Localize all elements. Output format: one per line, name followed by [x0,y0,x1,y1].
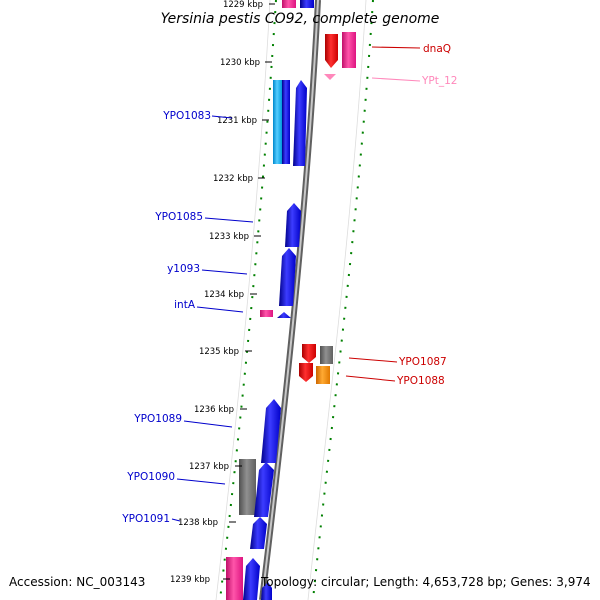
gene-YPO1088 [316,366,330,384]
tick-marks [223,3,275,580]
tick-label: 1239 kbp [170,575,210,585]
accession-text: Accession: NC_003143 [9,575,145,589]
gene-YPO1087-red-2 [299,363,313,382]
reverse-gene-label-texts: dnaQ YPt_12 YPO1087 YPO1088 [396,43,457,387]
tick-label: 1233 kbp [209,232,249,242]
gene-top-pink [282,0,296,8]
track-band-left-edge [215,0,271,600]
tick-label: 1231 kbp [217,116,257,126]
tick-label: 1234 kbp [204,290,244,300]
tick-labels: 1229 kbp 1230 kbp 1231 kbp 1232 kbp 1233… [170,0,263,585]
outer-ruler-ring [312,0,374,600]
tick-label: 1236 kbp [194,405,234,415]
tick-label: 1232 kbp [213,174,253,184]
gene-cyan-1083 [273,80,282,164]
gene-YPt_12 [324,74,336,80]
gene-YPO1090 [254,462,274,517]
gene-intA-blue [277,312,291,318]
tick-label: 1238 kbp [178,518,218,528]
gene-bottom-pink [226,557,243,600]
gene-label-y1093[interactable]: y1093 [167,263,200,275]
gene-label-YPO1089[interactable]: YPO1089 [133,413,182,425]
tick-label: 1230 kbp [220,58,260,68]
gene-YPO1090-gray [239,459,256,515]
gene-label-YPO1083[interactable]: YPO1083 [162,110,211,122]
gene-label-YPO1088[interactable]: YPO1088 [396,375,445,387]
gene-intA [260,310,273,317]
gene-bottom-blue [243,558,260,600]
tick-label: 1237 kbp [189,462,229,472]
map-title: Yersinia pestis CO92, complete genome [161,11,440,27]
gene-blue-1084 [293,80,307,166]
gene-blue-1083 [282,80,290,164]
genome-backbone-highlight [261,0,319,600]
gene-bottom-blue-2 [261,582,272,600]
gene-label-intA[interactable]: intA [174,299,196,311]
gene-top-blue [300,0,314,8]
gene-YPO1085 [285,203,301,247]
gene-YPO1087-red [302,344,316,363]
tick-label: 1235 kbp [199,347,239,357]
gene-dnaQ [325,34,338,68]
gene-YPO1091 [250,517,267,549]
track-band-right-edge [307,0,367,600]
gene-label-dnaQ[interactable]: dnaQ [423,43,451,55]
gene-label-YPO1090[interactable]: YPO1090 [126,471,175,483]
gene-YPO1089 [261,399,281,463]
gene-pink-right [342,32,356,68]
gene-label-YPO1091[interactable]: YPO1091 [121,513,170,525]
reverse-gene-leaders [345,46,421,382]
gene-y1093 [279,248,296,306]
forward-gene-labels [171,115,254,522]
tick-label: 1229 kbp [223,0,263,10]
gene-label-YPO1085[interactable]: YPO1085 [154,211,203,223]
forward-gene-label-texts: YPO1083 YPO1085 y1093 intA YPO1089 YPO10… [121,110,211,525]
topology-text: Topology: circular; Length: 4,653,728 bp… [260,575,591,589]
gene-label-YPO1087[interactable]: YPO1087 [398,356,447,368]
gene-label-YPt_12[interactable]: YPt_12 [421,75,457,87]
inner-ruler-ring [219,0,277,600]
gene-YPO1087 [320,346,333,364]
